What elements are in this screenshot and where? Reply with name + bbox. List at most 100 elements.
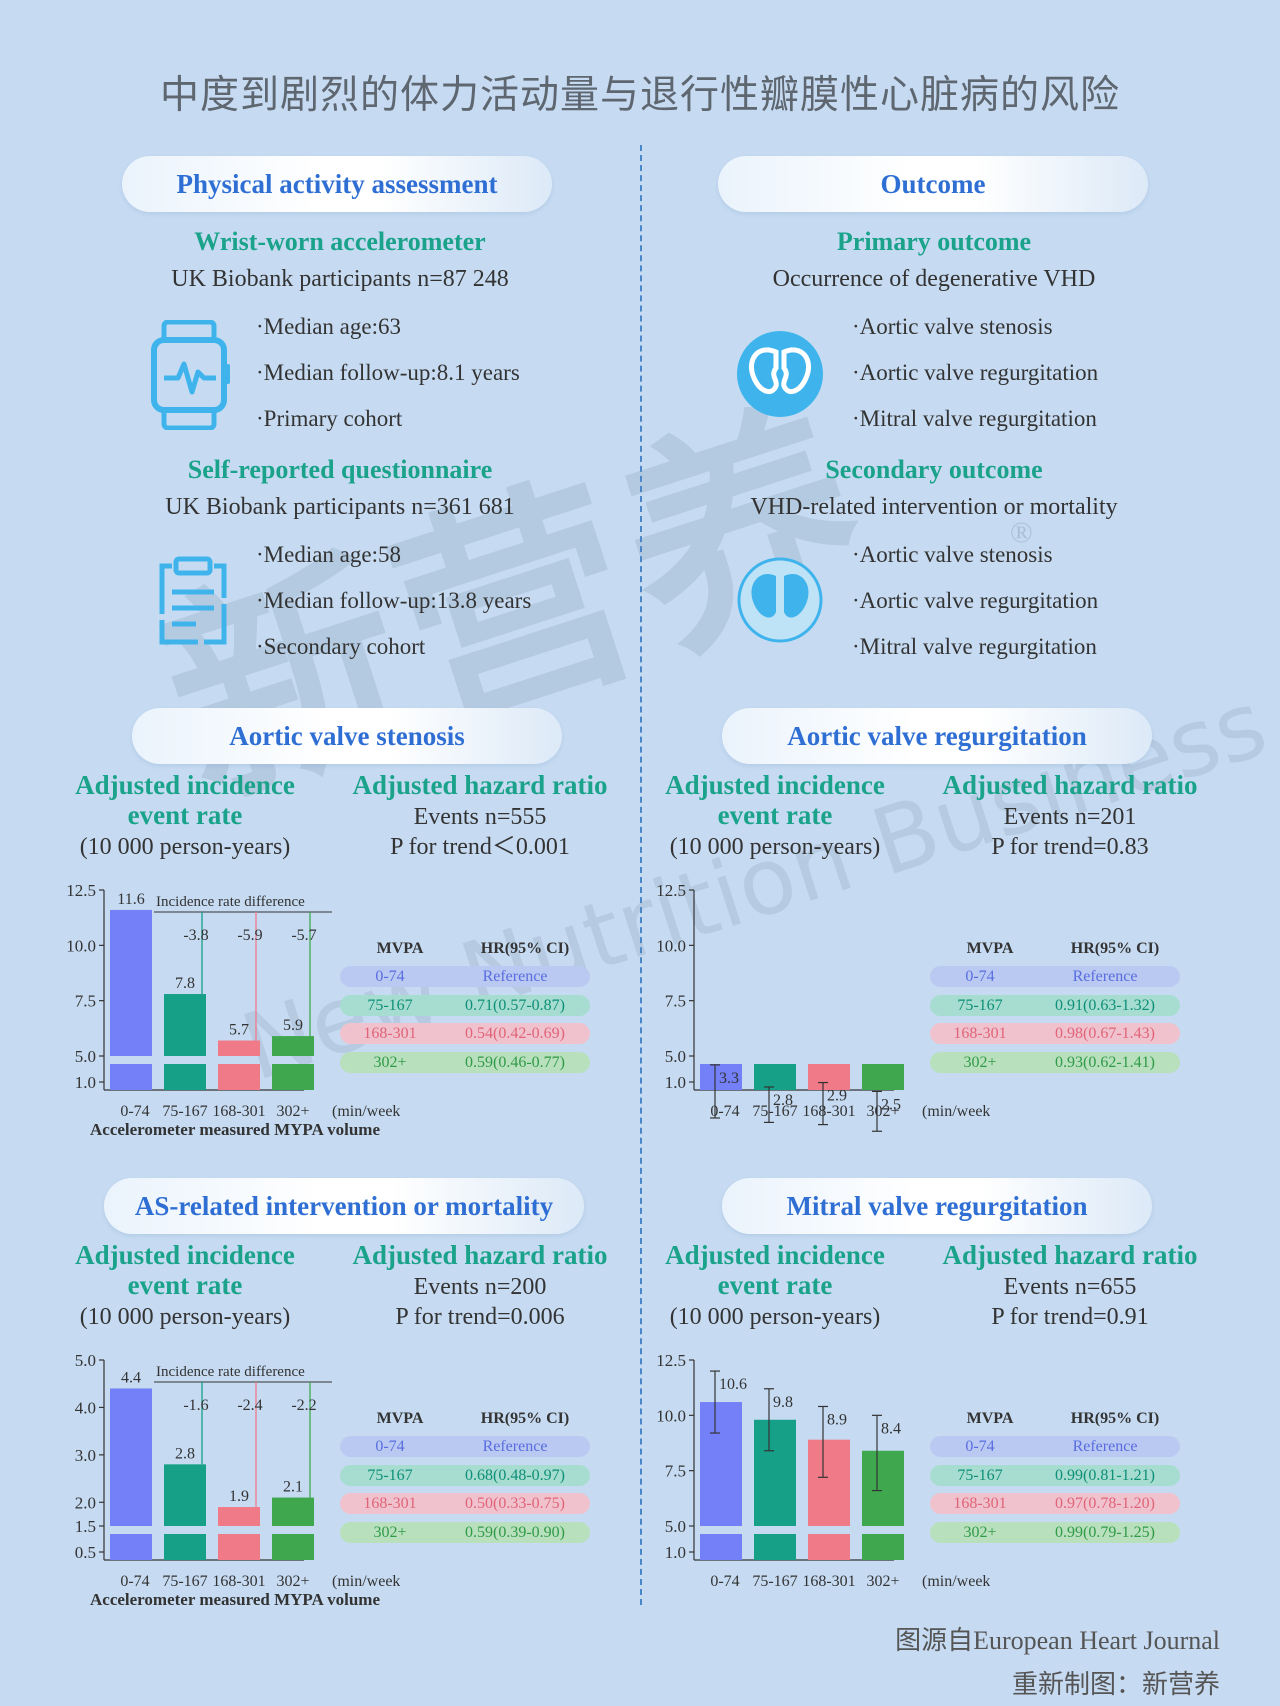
- bar-75-167: [164, 1464, 206, 1526]
- y-tick-label: 10.0: [656, 1406, 686, 1425]
- panel-title-pill: Mitral valve regurgitation: [722, 1178, 1152, 1234]
- hr-row: 302+ 0.59(0.39-0.90): [340, 1521, 590, 1543]
- hr-row-mvpa: 75-167: [957, 996, 1003, 1014]
- bar-chart: 12.5 10.0 7.5 5.0 1.0 3.3 0-74 2.875-167 2.9168-…: [656, 881, 990, 1132]
- x-tick-label: 302+: [866, 1573, 899, 1590]
- incidence-heading-2: event rate: [127, 800, 243, 830]
- hr-row: 0-74 Reference: [340, 1436, 590, 1457]
- x-tick-label: 0-74: [120, 1573, 149, 1590]
- sr-item-1: ·Median age:58: [256, 542, 401, 567]
- bar-value-label: 4.4: [121, 1369, 141, 1386]
- bar-302+: [272, 1036, 314, 1056]
- hr-col-hr: HR(95% CI): [480, 940, 570, 957]
- hr-table: MVPA HR(95% CI) 0-74 Reference 75-167 0.91(0.…: [930, 940, 1180, 1090]
- primary-outcome-desc: Occurrence of degenerative VHD: [772, 266, 1096, 292]
- hr-row-mvpa: 0-74: [375, 968, 405, 985]
- events-count: Events n=655: [1003, 1274, 1137, 1300]
- hr-row: 302+ 0.59(0.46-0.77): [340, 1051, 590, 1073]
- primary-item-1: ·Aortic valve stenosis: [852, 314, 1053, 339]
- panel-aortic-valve-stenosis: Aortic valve stenosis Adjusted incidence e…: [60, 708, 630, 1148]
- bar-168-301: [218, 1507, 260, 1526]
- primary-item-2: ·Aortic valve regurgitation: [852, 360, 1099, 385]
- bar-base-75-167: [164, 1534, 206, 1560]
- bar-base-302+: [272, 1064, 314, 1090]
- bar-302+: [862, 1450, 904, 1526]
- hr-row-value: 0.50(0.33-0.75): [465, 1495, 565, 1512]
- questionnaire-participants: UK Biobank participants n=361 681: [165, 494, 515, 520]
- y-tick-label: 2.0: [75, 1493, 96, 1512]
- hr-row-value: 0.68(0.48-0.97): [465, 1466, 565, 1484]
- y-tick-label: 7.5: [75, 992, 96, 1011]
- bar-75-167: [754, 1419, 796, 1526]
- bar-chart: 12.5 10.0 7.5 5.0 1.0 11.6 0-74 7.8 75-167 5.7 168…: [66, 881, 400, 1120]
- clipboard-icon: [156, 556, 230, 653]
- incidence-heading-2: event rate: [717, 800, 833, 830]
- x-unit-label: (min/week): [922, 1103, 990, 1120]
- y-tick-label: 1.0: [665, 1543, 686, 1562]
- incidence-diff-title: Incidence rate difference: [156, 1364, 305, 1380]
- hr-row: 168-301 0.97(0.78-1.20): [930, 1493, 1180, 1514]
- x-tick-label: 0-74: [120, 1103, 149, 1120]
- primary-outcome-heading: Primary outcome: [836, 227, 1032, 256]
- incidence-diff-value: -2.2: [291, 1397, 316, 1414]
- bar-base-0-74: [700, 1534, 742, 1560]
- bar-base-75-167: [754, 1534, 796, 1560]
- hr-row: 168-301 0.98(0.67-1.43): [930, 1023, 1180, 1044]
- smartwatch-icon: [150, 319, 232, 435]
- hr-row-mvpa: 168-301: [363, 1025, 417, 1042]
- incidence-heading: Adjusted incidence: [665, 1240, 885, 1270]
- secondary-item-1: ·Aortic valve stenosis: [852, 542, 1053, 567]
- y-tick-label: 10.0: [66, 936, 96, 955]
- x-tick-label: 302+: [276, 1103, 309, 1120]
- incidence-heading-2: event rate: [127, 1270, 243, 1300]
- hr-row: 75-167 0.99(0.81-1.21): [930, 1464, 1180, 1486]
- hr-col-mvpa: MVPA: [376, 940, 424, 957]
- source-note: 图源自European Heart Journal: [895, 1626, 1220, 1655]
- hazard-heading: Adjusted hazard ratio: [942, 770, 1198, 800]
- incidence-heading: Adjusted incidence: [75, 770, 295, 800]
- y-tick-label: 12.5: [656, 1351, 686, 1370]
- p-for-trend: P for trend＜0.001: [390, 834, 570, 860]
- incidence-unit: (10 000 person-years): [669, 1304, 881, 1330]
- x-axis-label: Accelerometer measured MYPA volume: [90, 1120, 381, 1139]
- panel-title-pill: AS-related intervention or mortality: [104, 1178, 584, 1234]
- bar-base-168-301: [808, 1064, 850, 1090]
- hr-row-mvpa: 0-74: [375, 1438, 405, 1455]
- panel-as-related-intervention: AS-related intervention or mortality Adju…: [60, 1178, 630, 1618]
- hr-row-mvpa: 168-301: [953, 1495, 1007, 1512]
- center-divider: [640, 145, 642, 1605]
- p-for-trend: P for trend=0.91: [991, 1304, 1149, 1330]
- incidence-diff-title: Incidence rate difference: [156, 894, 305, 910]
- acc-item-1: ·Median age:63: [256, 314, 401, 339]
- hr-row: 302+ 0.93(0.62-1.41): [930, 1051, 1180, 1073]
- bar-value-label: 5.9: [283, 1017, 303, 1034]
- hr-row-mvpa: 302+: [963, 1053, 997, 1071]
- bar-base-75-167: [164, 1064, 206, 1090]
- incidence-heading-2: event rate: [717, 1270, 833, 1300]
- hr-row: 0-74 Reference: [930, 1436, 1180, 1457]
- bar-value-label: 3.3: [719, 1070, 739, 1087]
- y-tick-label: 1.5: [75, 1517, 96, 1536]
- hazard-heading: Adjusted hazard ratio: [352, 1240, 608, 1270]
- bar-base-75-167: [754, 1064, 796, 1090]
- hr-row: 75-167 0.91(0.63-1.32): [930, 994, 1180, 1016]
- x-tick-label: 302+: [866, 1103, 899, 1120]
- y-tick-label: 5.0: [665, 1047, 686, 1066]
- hr-row-mvpa: 75-167: [367, 1466, 413, 1484]
- panel-mitral-valve-regurgitation: Mitral valve regurgitation Adjusted incid…: [650, 1178, 1220, 1618]
- bar-base-0-74: [700, 1064, 742, 1090]
- bar-base-168-301: [218, 1064, 260, 1090]
- incidence-diff-value: -2.4: [237, 1397, 262, 1414]
- y-tick-label: 1.0: [665, 1073, 686, 1092]
- hazard-heading: Adjusted hazard ratio: [942, 1240, 1198, 1270]
- bar-value-label: 8.4: [881, 1420, 901, 1437]
- panel-title-pill: Aortic valve stenosis: [132, 708, 562, 764]
- x-unit-label: (min/week): [332, 1573, 400, 1590]
- hr-col-hr: HR(95% CI): [1070, 1410, 1160, 1427]
- incidence-unit: (10 000 person-years): [79, 1304, 291, 1330]
- x-tick-label: 168-301: [212, 1103, 265, 1120]
- y-tick-label: 12.5: [66, 881, 96, 900]
- bar-base-168-301: [218, 1534, 260, 1560]
- hr-row-value: Reference: [1072, 1438, 1138, 1455]
- registered-mark: ®: [1010, 516, 1033, 549]
